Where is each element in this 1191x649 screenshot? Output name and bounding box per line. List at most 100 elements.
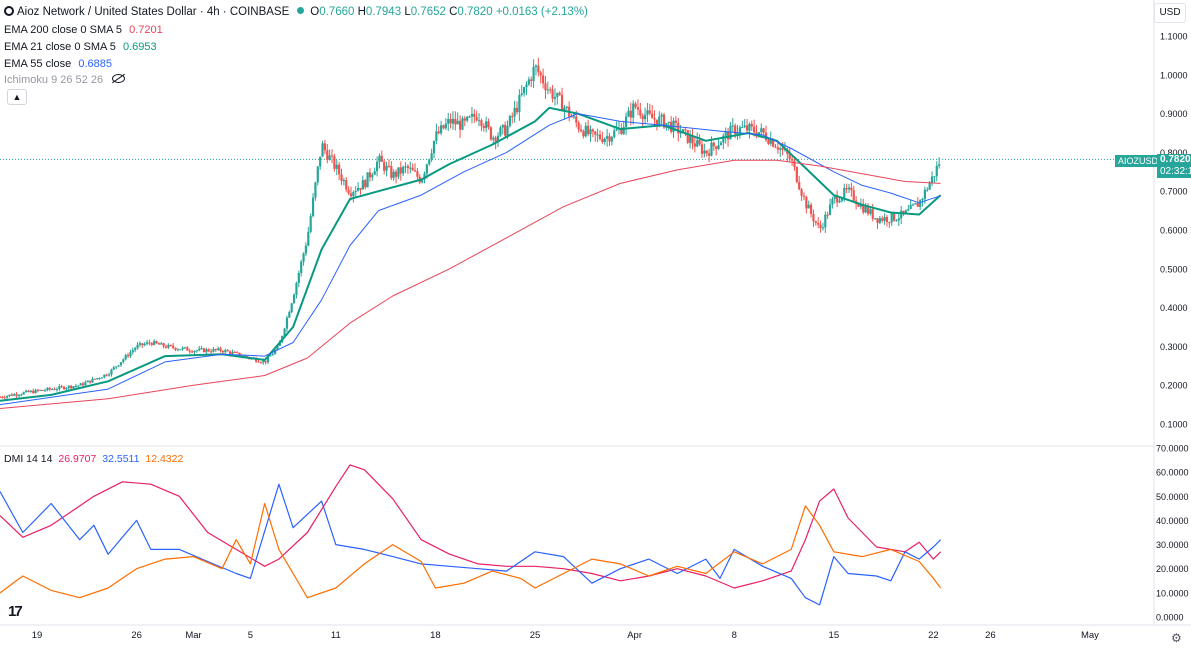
candle-body <box>107 374 111 376</box>
candle-body <box>691 136 694 144</box>
candle-body <box>563 107 566 112</box>
candle-body <box>387 165 391 167</box>
candle-body <box>432 141 436 154</box>
candle-body <box>470 113 474 117</box>
candle-body <box>257 361 260 363</box>
symbol-title[interactable]: Aioz Network / United States Dollar · 4h… <box>17 6 290 18</box>
candle-body <box>525 84 528 88</box>
candle-body <box>304 245 308 254</box>
candle-body <box>361 180 364 190</box>
tradingview-logo-icon[interactable]: 17 <box>8 603 23 620</box>
price-tick-label: 0.4000 <box>1160 303 1188 313</box>
candle-body <box>392 171 395 178</box>
candle-body <box>916 203 919 207</box>
candle-body <box>852 190 855 201</box>
candle-body <box>24 390 28 393</box>
candle-body <box>421 179 424 183</box>
candle-body <box>335 164 338 169</box>
candle-body <box>174 347 177 350</box>
candle-body <box>788 154 791 159</box>
candle-body <box>582 131 585 137</box>
candle-body <box>276 345 279 350</box>
candle-body <box>326 150 329 160</box>
candle-body <box>442 125 445 129</box>
candle-body <box>805 196 808 209</box>
currency-button[interactable]: USD <box>1154 3 1186 23</box>
ema-lines <box>0 106 942 409</box>
candle-body <box>333 156 336 169</box>
candle-body <box>534 65 538 67</box>
candle-body <box>589 129 592 135</box>
candle-body <box>193 350 196 353</box>
candle-body <box>236 352 239 354</box>
candle-body <box>679 132 682 134</box>
candle-body <box>753 126 756 133</box>
ema55-legend[interactable]: EMA 55 close 0.6885 <box>4 57 112 71</box>
gear-icon[interactable]: ⚙ <box>1171 631 1182 645</box>
candle-body <box>91 378 94 383</box>
candle-body <box>266 356 270 363</box>
candle-body <box>20 394 23 396</box>
candle-body <box>885 217 889 223</box>
collapse-legend-button[interactable]: ▲ <box>7 89 27 105</box>
candle-body <box>207 349 210 352</box>
candle-body <box>155 341 158 344</box>
candle-body <box>314 182 317 198</box>
candle-body <box>141 343 144 346</box>
candle-body <box>883 217 886 221</box>
time-tick-label: 26 <box>131 630 142 641</box>
candle-body <box>466 116 469 121</box>
candle-body <box>311 197 315 217</box>
candle-body <box>776 147 779 150</box>
candle-body <box>935 165 938 177</box>
candle-body <box>710 142 713 156</box>
high-value: 0.7943 <box>365 6 402 18</box>
candle-body <box>677 122 680 134</box>
candle-body <box>288 311 291 318</box>
candle-body <box>153 341 156 345</box>
candle-body <box>437 131 440 134</box>
candle-body <box>409 167 412 169</box>
candle-body <box>833 195 836 199</box>
candle-body <box>719 142 723 146</box>
candle-body <box>440 125 443 134</box>
dmi-plus-value: 26.9707 <box>58 453 97 465</box>
candle-body <box>70 385 73 389</box>
candle-body <box>523 87 526 94</box>
candle-body <box>300 261 303 273</box>
candle-body <box>402 166 405 174</box>
time-tick-label: 19 <box>32 630 43 641</box>
candle-body <box>809 204 813 214</box>
candle-body <box>17 395 21 397</box>
candle-body <box>413 170 417 172</box>
candle-body <box>309 216 312 232</box>
candle-body <box>425 164 428 174</box>
ema21-legend[interactable]: EMA 21 close 0 SMA 5 0.6953 <box>4 40 157 54</box>
candle-body <box>364 180 367 188</box>
candle-body <box>620 128 623 134</box>
candle-body <box>541 75 545 84</box>
candle-body <box>881 218 884 221</box>
candle-body <box>447 118 450 124</box>
dmi-legend[interactable]: DMI 14 14 26.9707 32.5511 12.4322 <box>4 452 183 466</box>
candle-body <box>812 213 815 222</box>
candle-body <box>615 129 618 131</box>
ema200-legend[interactable]: EMA 200 close 0 SMA 5 0.7201 <box>4 23 163 37</box>
candle-body <box>928 183 931 190</box>
candle-body <box>473 113 476 118</box>
candle-body <box>724 132 727 136</box>
price-tick-label: 0.7000 <box>1160 187 1188 197</box>
eye-off-icon[interactable] <box>112 73 126 84</box>
candle-body <box>840 197 844 201</box>
candle-body <box>892 213 896 221</box>
candle-body <box>556 92 559 97</box>
candle-body <box>660 114 663 117</box>
candle-body <box>84 382 87 386</box>
candle-body <box>136 344 139 349</box>
candle-body <box>779 148 782 150</box>
candle-body <box>717 145 720 149</box>
change-value: +0.0163 (+2.13%) <box>495 6 588 18</box>
ichimoku-legend[interactable]: Ichimoku 9 26 52 26 <box>4 73 126 87</box>
candle-body <box>511 116 514 118</box>
